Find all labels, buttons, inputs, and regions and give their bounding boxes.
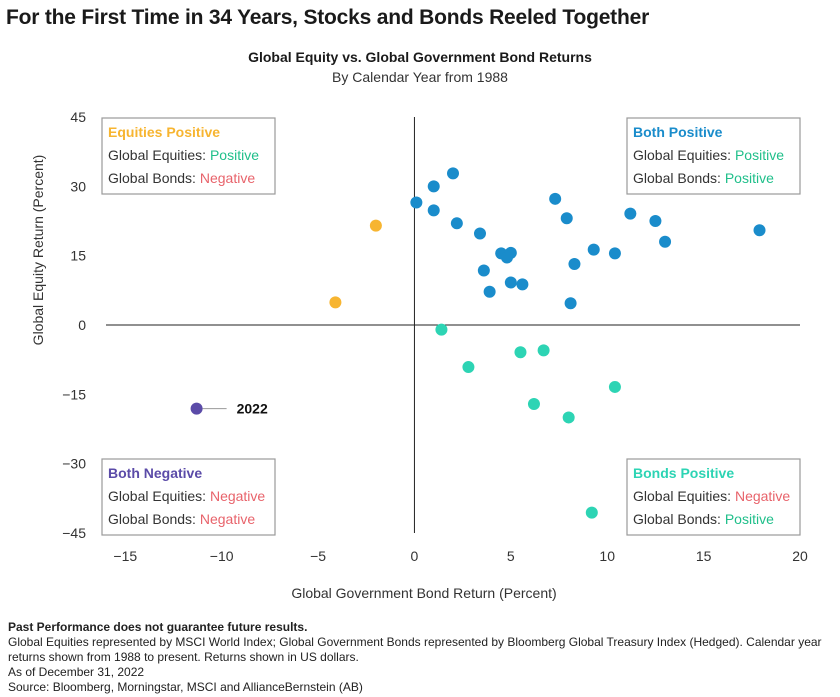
data-point-both-negative [190,402,203,415]
x-tick-label: 0 [411,548,419,564]
y-tick-label: 30 [70,178,86,194]
data-point-both-positive [516,278,529,291]
quadrant-box-frame [101,117,276,195]
data-point-both-positive [427,180,440,193]
scatter-chart: Global Equity vs. Global Government Bond… [30,49,808,601]
quadrant-box-line-label: Global Equities: [108,147,210,163]
data-point-both-positive [549,192,562,205]
data-point-both-positive [587,243,600,256]
data-point-both-positive [564,297,577,310]
quadrant-box-line-value: Positive [725,170,774,186]
x-tick-label: −10 [210,548,234,564]
quadrant-box-line: Global Equities: Positive [108,147,259,163]
data-point-both-positive [649,215,662,227]
y-tick-label: 45 [70,109,86,125]
chart-title: Global Equity vs. Global Government Bond… [248,49,592,65]
data-point-both-positive [427,204,440,217]
data-points: 2022 [190,167,766,519]
footnote-line-3: As of December 31, 2022 [8,665,145,679]
quadrant-box-title: Equities Positive [108,124,220,140]
data-point-both-positive [753,224,766,237]
data-point-bonds-positive [527,398,540,411]
quadrant-box-frame [626,117,801,195]
quadrant-box-frame [101,458,276,536]
quadrant-box-line-label: Global Bonds: [633,170,725,186]
quadrant-box-line-label: Global Bonds: [108,170,200,186]
data-point-both-positive [624,207,637,220]
data-point-bonds-positive [435,323,448,336]
x-tick-label: 20 [792,548,808,564]
quadrant-box-line: Global Bonds: Negative [108,170,255,186]
quadrant-box-line-value: Positive [725,511,774,527]
x-tick-label: −5 [310,548,326,564]
quadrant-box-line-value: Negative [200,511,255,527]
tick-labels: −15 −10 −5 0 5 10 15 20 45 30 15 0 −15 −30 −45 [62,109,808,564]
data-point-both-positive [504,246,517,259]
data-point-bonds-positive [537,344,550,357]
quadrant-box-title: Both Negative [108,465,202,481]
y-axis-label: Global Equity Return (Percent) [30,155,46,346]
data-point-both-positive [608,247,621,260]
footnote-disclaimer: Past Performance does not guarantee futu… [8,620,308,634]
quadrant-box-line: Global Equities: Negative [633,488,790,504]
data-point-bonds-positive [562,411,575,424]
data-point-both-positive [659,235,672,248]
quadrant-box-equities-positive: Equities Positive Global Equities: Positi… [101,117,276,195]
y-tick-label: −15 [62,386,86,402]
quadrant-box-line-value: Positive [735,147,784,163]
quadrant-box-line-label: Global Equities: [108,488,210,504]
quadrant-box-line-value: Negative [735,488,790,504]
quadrant-box-line: Global Bonds: Positive [633,170,774,186]
data-point-both-positive [450,217,463,230]
quadrant-box-line: Global Equities: Positive [633,147,784,163]
x-tick-label: −15 [113,548,137,564]
data-point-both-positive [473,227,486,240]
data-point-equities-positive [329,296,342,309]
data-point-both-positive [477,264,490,277]
data-point-both-positive [447,167,459,180]
data-point-bonds-positive [585,506,598,519]
x-tick-label: 15 [696,548,712,564]
data-point-equities-positive [369,219,382,232]
data-point-bonds-positive [608,380,621,393]
quadrant-box-line-value: Negative [210,488,265,504]
quadrant-box-line: Global Bonds: Negative [108,511,255,527]
quadrant-box-line-label: Global Bonds: [633,511,725,527]
quadrant-box-line-label: Global Equities: [633,147,735,163]
y-tick-label: 15 [70,248,86,264]
x-axis-label: Global Government Bond Return (Percent) [291,585,556,601]
quadrant-box-line: Global Equities: Negative [108,488,265,504]
y-tick-label: −30 [62,456,86,472]
quadrant-box-line-label: Global Equities: [633,488,735,504]
data-point-both-positive [560,212,573,225]
headline: For the First Time in 34 Years, Stocks a… [6,6,650,29]
quadrant-box-title: Both Positive [633,124,723,140]
quadrant-box-line-label: Global Bonds: [108,511,200,527]
data-point-both-positive [483,285,496,298]
chart-subtitle: By Calendar Year from 1988 [332,69,508,85]
footnote-line-4: Source: Bloomberg, Morningstar, MSCI and… [8,680,363,694]
footnote-line-2: returns shown from 1988 to present. Retu… [8,650,359,664]
x-tick-label: 5 [507,548,515,564]
data-point-both-positive [410,196,423,209]
y-tick-label: 0 [78,317,86,333]
x-tick-label: 10 [599,548,615,564]
data-point-bonds-positive [514,346,527,359]
data-point-both-positive [504,276,517,289]
quadrant-boxes: Equities Positive Global Equities: Positi… [101,117,801,536]
quadrant-box-line: Global Bonds: Positive [633,511,774,527]
quadrant-box-title: Bonds Positive [633,465,734,481]
y-tick-label: −45 [62,525,86,541]
data-point-both-positive [568,257,581,270]
footnote-line-1: Global Equities represented by MSCI Worl… [8,635,822,649]
quadrant-box-line-value: Negative [200,170,255,186]
data-point-bonds-positive [462,361,475,374]
quadrant-box-frame [626,458,801,536]
quadrant-box-line-value: Positive [210,147,259,163]
axes [106,117,800,533]
point-label: 2022 [237,401,268,417]
